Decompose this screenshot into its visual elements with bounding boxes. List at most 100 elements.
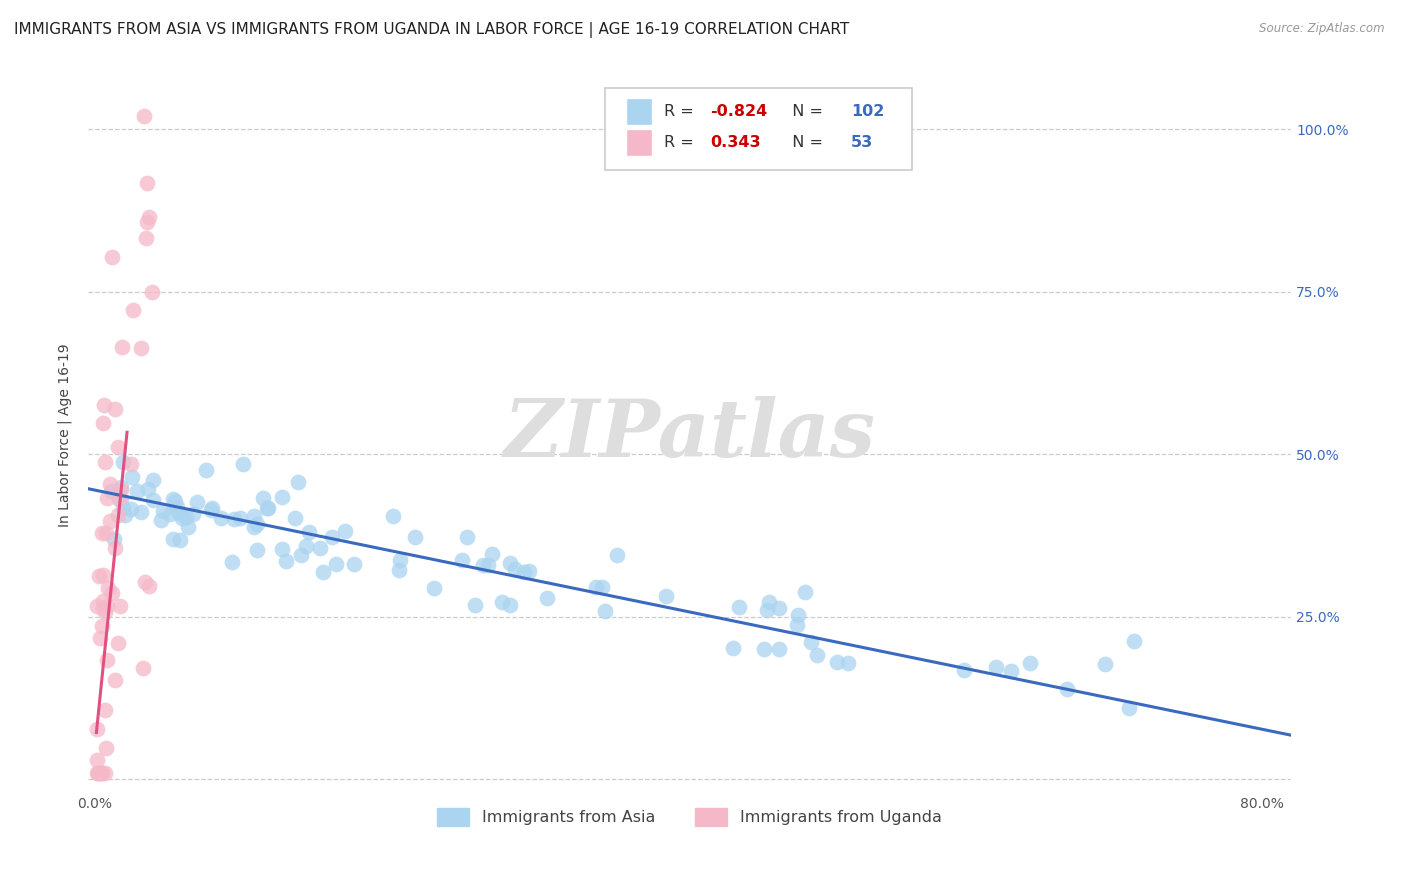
Point: [224, 512, 246, 526]
Point: [295, 539, 318, 553]
Point: [86, 722, 108, 736]
Point: [141, 285, 163, 299]
Point: [138, 579, 160, 593]
Point: [388, 563, 411, 577]
Point: [768, 641, 790, 656]
Point: [243, 508, 266, 523]
Point: [423, 581, 446, 595]
Point: [110, 493, 132, 508]
Point: [87, 765, 110, 780]
Point: [794, 585, 817, 599]
Point: [271, 542, 294, 557]
Point: [752, 642, 775, 657]
Point: [100, 484, 122, 499]
Point: [162, 533, 184, 547]
Point: [309, 541, 332, 555]
Point: [93, 398, 115, 412]
Point: [110, 483, 132, 497]
Point: [194, 463, 217, 477]
Point: [321, 530, 343, 544]
Point: [1118, 701, 1140, 715]
Point: [513, 566, 536, 580]
Point: [132, 110, 155, 124]
Point: [243, 520, 266, 534]
Point: [96, 491, 118, 505]
Point: [499, 557, 522, 571]
Point: [271, 490, 294, 504]
Point: [591, 580, 613, 594]
Point: [111, 340, 134, 354]
Text: R =: R =: [664, 135, 699, 150]
Point: [169, 533, 191, 547]
Point: [96, 599, 118, 613]
Point: [129, 341, 152, 355]
Point: [104, 401, 127, 416]
Point: [593, 604, 616, 618]
Point: [134, 574, 156, 589]
Point: [96, 653, 118, 667]
Point: [103, 532, 125, 546]
Point: [162, 492, 184, 507]
Point: [91, 600, 114, 615]
Point: [89, 765, 111, 780]
Point: [114, 508, 136, 522]
Point: [952, 663, 974, 677]
Point: [101, 250, 124, 264]
Point: [122, 303, 145, 318]
Point: [98, 476, 121, 491]
Point: [174, 509, 197, 524]
Point: [200, 503, 222, 517]
Point: [163, 493, 186, 508]
Point: [97, 581, 120, 595]
Point: [477, 558, 499, 572]
Point: [256, 500, 278, 515]
Point: [806, 648, 828, 662]
Point: [451, 553, 474, 567]
Point: [91, 567, 114, 582]
Text: 53: 53: [851, 135, 873, 150]
Point: [90, 765, 112, 780]
Point: [142, 473, 165, 487]
Point: [986, 660, 1008, 674]
Point: [333, 524, 356, 538]
Point: [481, 547, 503, 561]
Point: [758, 595, 780, 609]
Point: [135, 230, 157, 244]
Point: [536, 591, 558, 606]
Point: [221, 555, 243, 569]
Point: [456, 530, 478, 544]
Y-axis label: In Labor Force | Age 16-19: In Labor Force | Age 16-19: [58, 343, 72, 526]
Point: [312, 565, 335, 579]
Point: [86, 753, 108, 767]
Point: [1056, 681, 1078, 696]
Point: [121, 470, 143, 484]
Bar: [626, 98, 652, 126]
Point: [800, 635, 823, 649]
Point: [91, 619, 114, 633]
Bar: [626, 129, 652, 156]
Point: [125, 484, 148, 499]
Point: [132, 661, 155, 675]
Point: [343, 557, 366, 571]
Point: [89, 569, 111, 583]
Text: 102: 102: [851, 104, 884, 120]
Point: [786, 617, 808, 632]
Point: [94, 702, 117, 716]
Point: [727, 600, 749, 615]
Point: [108, 599, 131, 614]
Point: [389, 553, 412, 567]
Point: [86, 765, 108, 780]
Text: N =: N =: [782, 135, 828, 150]
Point: [517, 564, 540, 578]
Point: [827, 656, 849, 670]
Point: [111, 455, 134, 469]
Point: [298, 524, 321, 539]
Point: [108, 491, 131, 506]
Point: [101, 585, 124, 599]
Point: [152, 504, 174, 518]
Point: [245, 516, 267, 531]
Text: R =: R =: [664, 104, 699, 120]
Point: [606, 548, 628, 562]
Point: [1094, 657, 1116, 671]
Point: [136, 483, 159, 497]
